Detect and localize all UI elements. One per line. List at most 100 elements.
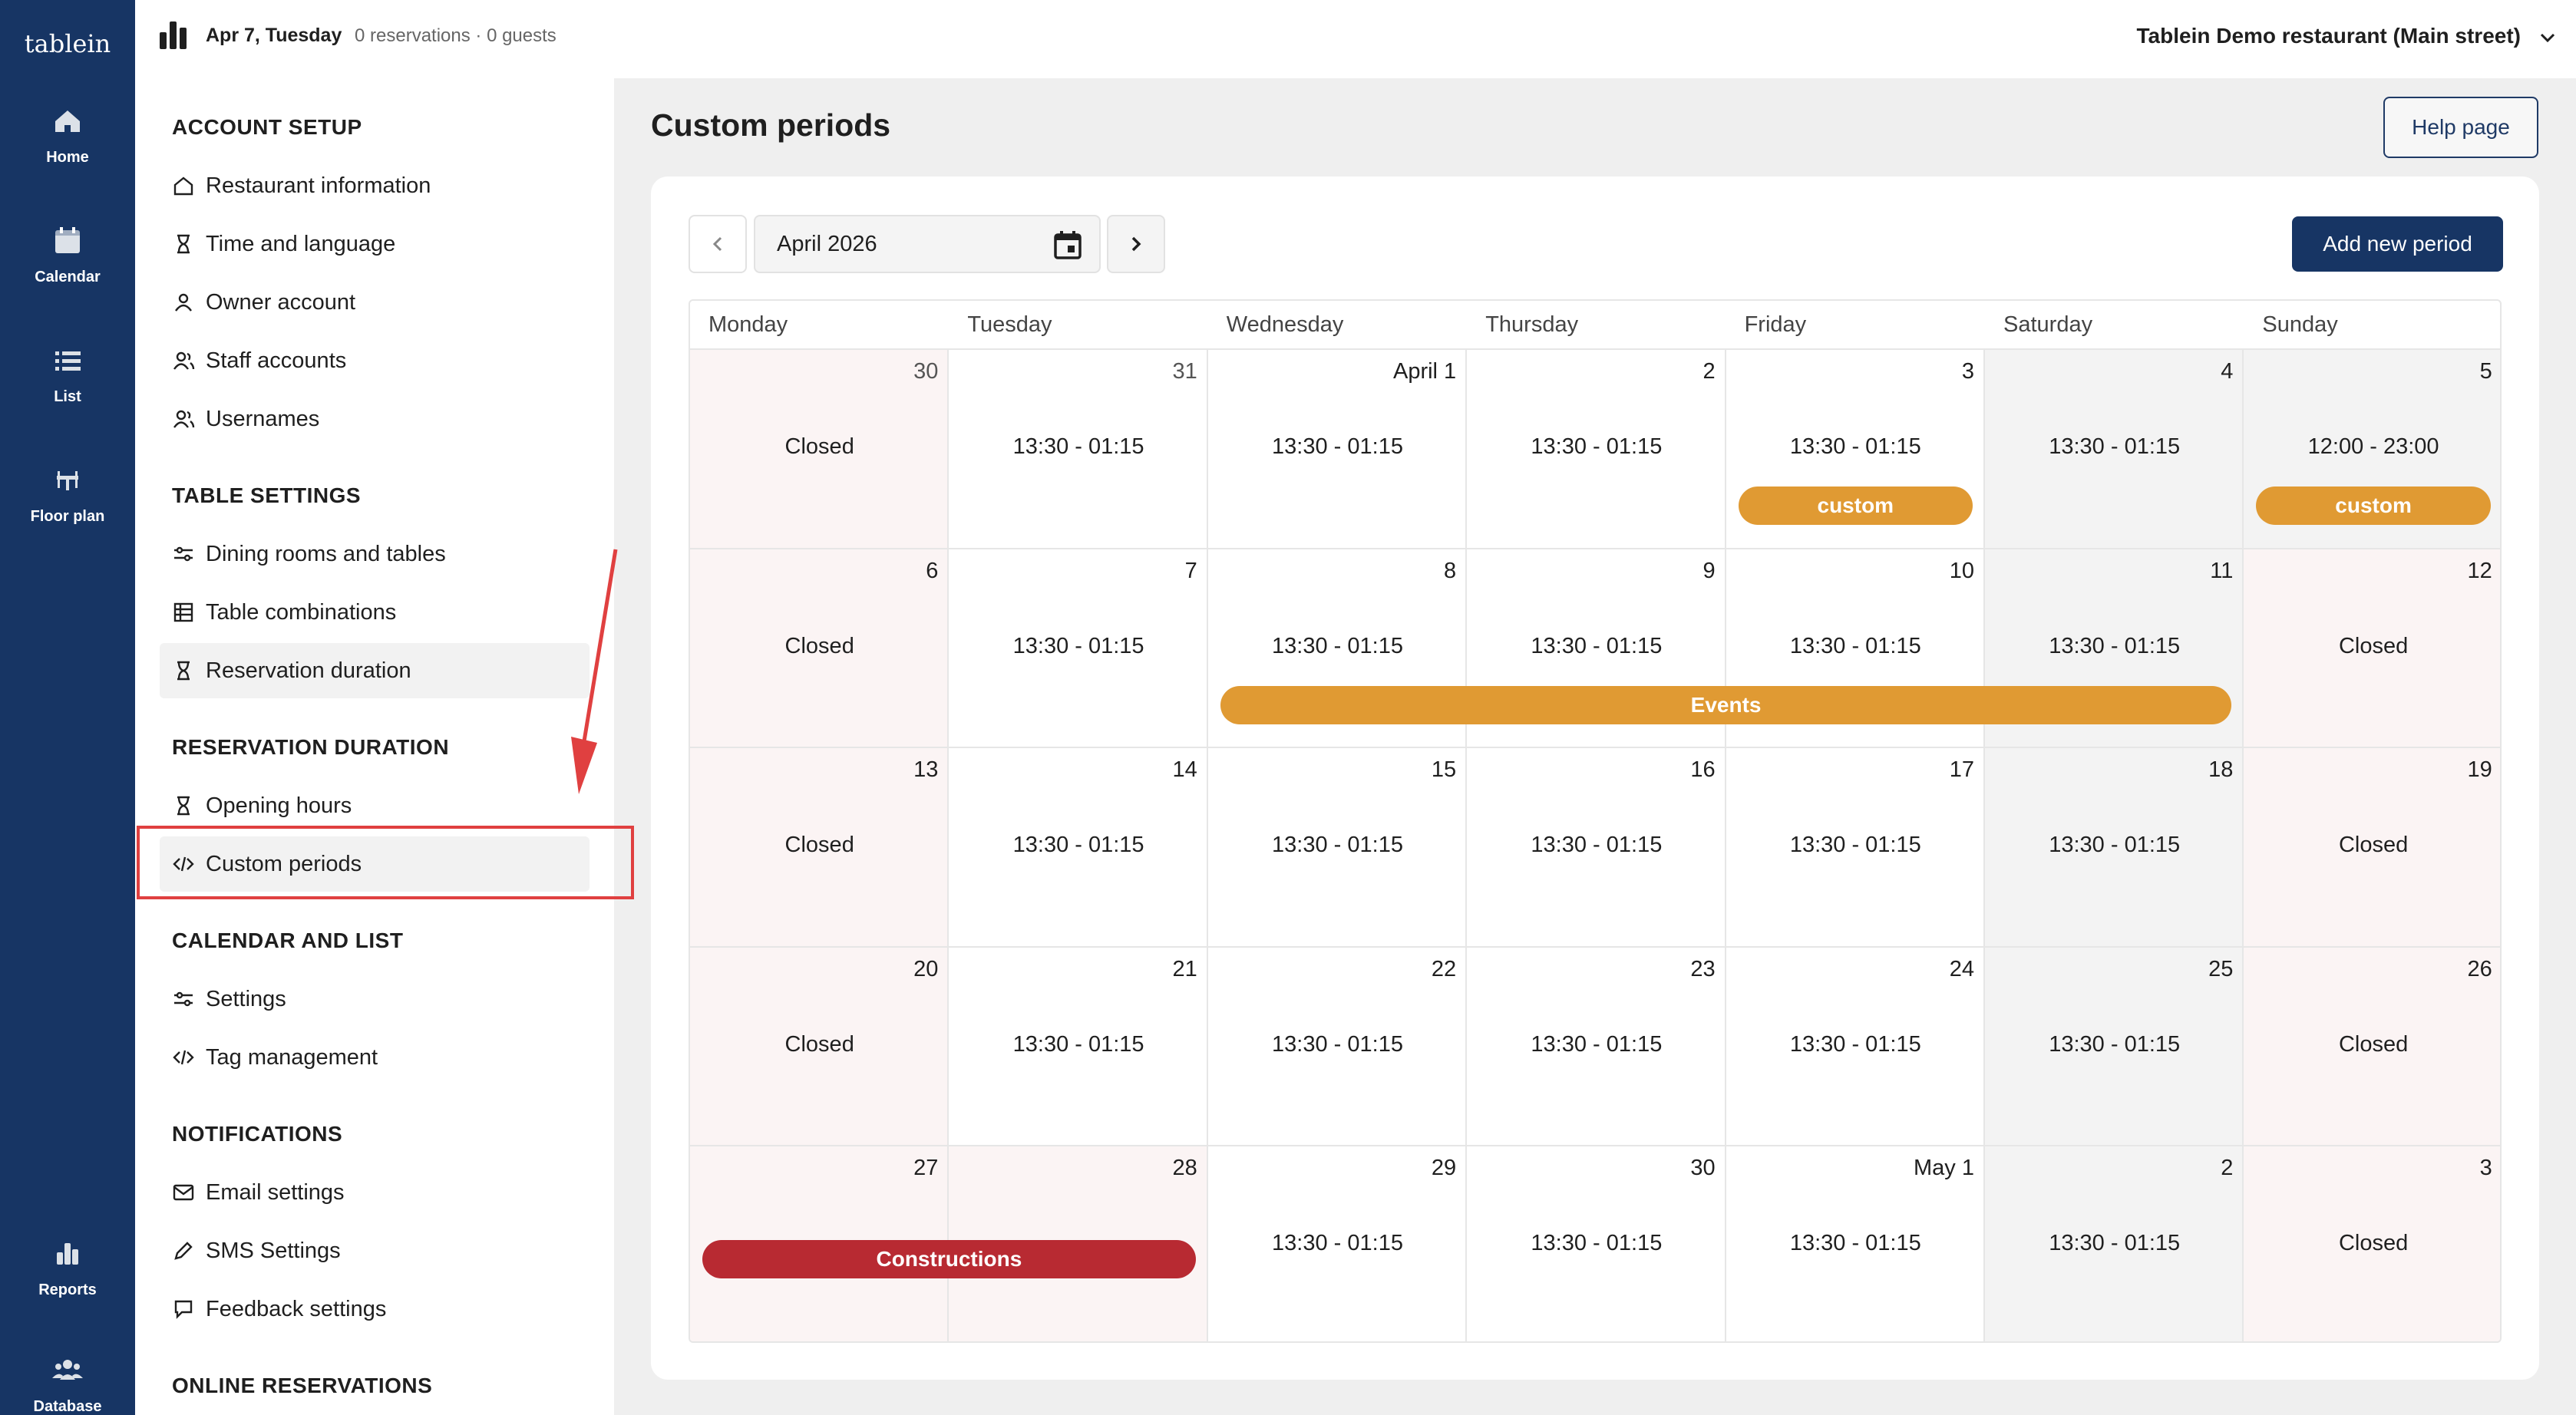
rail-label: Floor plan: [30, 508, 105, 525]
day-number: 10: [1949, 558, 1974, 583]
day-number: 17: [1949, 757, 1974, 783]
rail-item-list[interactable]: List: [0, 341, 135, 406]
day-number: 7: [1184, 558, 1197, 583]
day-cell[interactable]: 30 13:30 - 01:15: [1465, 1145, 1726, 1341]
day-number: 31: [1172, 359, 1197, 384]
day-number: 2: [2221, 1156, 2234, 1181]
nav-custom-periods[interactable]: Custom periods: [160, 836, 590, 892]
day-cell[interactable]: 22 13:30 - 01:15: [1206, 945, 1468, 1147]
day-cell[interactable]: 7 13:30 - 01:15: [947, 547, 1208, 749]
opening-hours: 13:30 - 01:15: [1531, 633, 1663, 658]
day-cell[interactable]: 16 13:30 - 01:15: [1465, 747, 1726, 948]
nav-restaurant-information[interactable]: Restaurant information: [160, 158, 590, 213]
day-number: 25: [2208, 956, 2234, 981]
period-bar[interactable]: Constructions: [702, 1240, 1196, 1279]
day-cell[interactable]: 26 Closed: [2242, 945, 2500, 1147]
help-page-button[interactable]: Help page: [2383, 97, 2538, 158]
day-number: 18: [2208, 757, 2234, 783]
next-month-button[interactable]: [1107, 215, 1165, 273]
nav-feedback-settings[interactable]: Feedback settings: [160, 1281, 590, 1337]
day-cell[interactable]: 13 Closed: [690, 747, 949, 948]
day-number: 3: [1961, 359, 1974, 384]
period-bar[interactable]: Events: [1220, 685, 2232, 724]
nav-time-and-language[interactable]: Time and language: [160, 216, 590, 272]
nav-label: Time and language: [206, 231, 396, 256]
day-cell[interactable]: 30 Closed: [690, 348, 949, 549]
section-table-settings: TABLE SETTINGS: [172, 483, 362, 507]
day-cell[interactable]: 20 Closed: [690, 945, 949, 1147]
day-cell[interactable]: 4 13:30 - 01:15: [1983, 348, 2244, 549]
rail-item-home[interactable]: Home: [0, 101, 135, 167]
day-cell[interactable]: 21 13:30 - 01:15: [947, 945, 1208, 1147]
opening-hours: 13:30 - 01:15: [1012, 633, 1144, 658]
nav-settings[interactable]: Settings: [160, 971, 590, 1027]
nav-table-combinations[interactable]: Table combinations: [160, 585, 590, 640]
nav-usernames[interactable]: Usernames: [160, 391, 590, 447]
day-cell[interactable]: 6 Closed: [690, 547, 949, 749]
day-cell[interactable]: 2 13:30 - 01:15: [1465, 348, 1726, 549]
day-cell[interactable]: 15 13:30 - 01:15: [1206, 747, 1468, 948]
nav-sms-settings[interactable]: SMS Settings: [160, 1223, 590, 1278]
logo[interactable]: tablein: [24, 29, 111, 58]
chat-icon: [174, 1300, 193, 1319]
nav-dining-rooms-and-tables[interactable]: Dining rooms and tables: [160, 526, 590, 582]
nav-reservation-duration[interactable]: Reservation duration: [160, 643, 590, 698]
day-number: 16: [1690, 757, 1716, 783]
day-number: 30: [913, 359, 939, 384]
day-cell[interactable]: April 1 13:30 - 01:15: [1206, 348, 1468, 549]
nav-opening-hours[interactable]: Opening hours: [160, 778, 590, 833]
day-number: 15: [1431, 757, 1457, 783]
day-cell[interactable]: 31 13:30 - 01:15: [947, 348, 1208, 549]
opening-hours: 13:30 - 01:15: [1531, 833, 1663, 858]
month-picker[interactable]: April 2026: [754, 215, 1101, 273]
day-cell[interactable]: 3 Closed: [2242, 1145, 2500, 1341]
day-number: 22: [1431, 956, 1457, 981]
floor-plan-icon: [57, 471, 78, 490]
day-cell[interactable]: 12 Closed: [2242, 547, 2500, 749]
day-cell[interactable]: 19 Closed: [2242, 747, 2500, 948]
day-number: 9: [1702, 558, 1716, 583]
nav-owner-account[interactable]: Owner account: [160, 275, 590, 330]
bar-chart-icon[interactable]: [160, 21, 189, 49]
opening-hours: 13:30 - 01:15: [1012, 434, 1144, 459]
period-bar[interactable]: custom: [2256, 487, 2491, 525]
arrow-annotation: [571, 549, 618, 794]
hourglass-icon: [177, 234, 190, 254]
rail-item-floor-plan[interactable]: Floor plan: [0, 460, 135, 526]
day-cell[interactable]: May 1 13:30 - 01:15: [1724, 1145, 1985, 1341]
day-cell[interactable]: 29 13:30 - 01:15: [1206, 1145, 1468, 1341]
day-cell[interactable]: 23 13:30 - 01:15: [1465, 945, 1726, 1147]
nav-staff-accounts[interactable]: Staff accounts: [160, 333, 590, 388]
day-cell[interactable]: 18 13:30 - 01:15: [1983, 747, 2244, 948]
nav-label: Dining rooms and tables: [206, 541, 446, 566]
period-bar[interactable]: custom: [1738, 487, 1973, 525]
calendar-icon[interactable]: [1052, 229, 1084, 261]
sliders-icon: [174, 546, 193, 562]
day-number: 24: [1949, 956, 1974, 981]
code-icon: [173, 856, 194, 872]
reservation-summary: 0 reservations · 0 guests: [355, 25, 556, 46]
settings-sidebar: ACCOUNT SETUP Restaurant information Tim…: [135, 78, 614, 1415]
day-cell[interactable]: 2 13:30 - 01:15: [1983, 1145, 2244, 1341]
day-cell[interactable]: 24 13:30 - 01:15: [1724, 945, 1985, 1147]
add-new-period-button[interactable]: Add new period: [2292, 216, 2503, 272]
hourglass-icon: [177, 796, 190, 816]
nav-label: Opening hours: [206, 793, 352, 818]
day-cell[interactable]: 25 13:30 - 01:15: [1983, 945, 2244, 1147]
day-cell[interactable]: 17 13:30 - 01:15: [1724, 747, 1985, 948]
weekday-header: Saturday: [2003, 312, 2093, 337]
prev-month-button[interactable]: [689, 215, 747, 273]
rail-label: Reports: [38, 1281, 97, 1298]
nav-email-settings[interactable]: Email settings: [160, 1165, 590, 1220]
current-date[interactable]: Apr 7, Tuesday: [206, 25, 342, 46]
rail-item-database[interactable]: Database: [0, 1351, 135, 1415]
day-number: 20: [913, 956, 939, 981]
restaurant-selector[interactable]: Tablein Demo restaurant (Main street): [2136, 24, 2521, 48]
opening-hours: 13:30 - 01:15: [1531, 1231, 1663, 1256]
day-cell[interactable]: 14 13:30 - 01:15: [947, 747, 1208, 948]
rail-item-reports[interactable]: Reports: [0, 1234, 135, 1299]
chevron-down-icon[interactable]: [2538, 28, 2558, 48]
nav-tag-management[interactable]: Tag management: [160, 1030, 590, 1085]
sliders-icon: [174, 991, 193, 1007]
rail-item-calendar[interactable]: Calendar: [0, 221, 135, 286]
